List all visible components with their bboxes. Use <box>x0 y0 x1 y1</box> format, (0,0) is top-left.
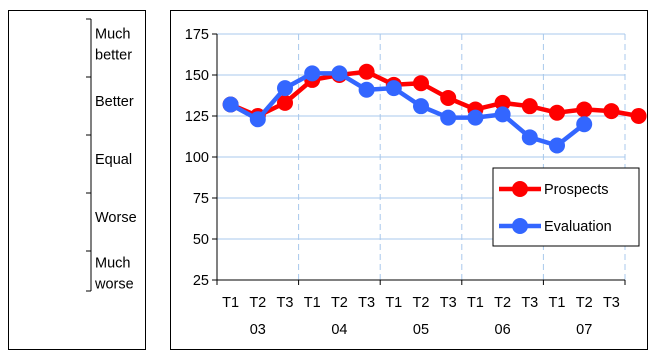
data-point-prospects <box>576 101 593 118</box>
data-point-prospects <box>358 63 375 80</box>
x-tick-label: T3 <box>440 295 457 311</box>
data-point-evaluation <box>385 80 402 97</box>
x-tick-label: T3 <box>603 295 620 311</box>
data-point-evaluation <box>358 81 375 98</box>
data-point-prospects <box>549 104 565 121</box>
series-line-prospects <box>229 69 639 119</box>
data-point-evaluation <box>549 137 565 154</box>
x-tick-label: T1 <box>385 295 402 311</box>
data-point-prospects <box>277 94 293 111</box>
scale-label: Equal <box>95 152 132 168</box>
data-point-prospects <box>630 108 647 124</box>
scale-label: Much <box>95 27 130 43</box>
y-tick-label: 50 <box>193 232 209 248</box>
legend-label: Prospects <box>544 182 608 198</box>
x-tick-label: T1 <box>304 295 321 311</box>
data-point-prospects <box>494 94 511 111</box>
year-label: 07 <box>576 322 592 338</box>
scale-label: Better <box>95 94 134 110</box>
data-point-evaluation <box>467 109 484 126</box>
line-chart: 25 50 75 100 125 150 175 T1 T2 T3 T1 T2 T3 T1 T2 T3 T1 T2… <box>185 27 647 338</box>
scale-label: Much <box>95 256 130 272</box>
x-tick-label: T3 <box>277 295 294 311</box>
data-point-evaluation <box>331 65 348 82</box>
x-tick-label: T1 <box>222 295 239 311</box>
data-point-prospects <box>521 98 538 115</box>
y-tick-label: 75 <box>193 191 209 207</box>
scale-panel: Much better Better Equal Worse Much worse <box>8 10 146 350</box>
x-tick-label: T2 <box>331 295 348 311</box>
scale-label: Worse <box>95 210 137 226</box>
y-tick-label: 25 <box>193 273 209 289</box>
x-tick-label: T1 <box>549 295 566 311</box>
data-point-evaluation <box>521 129 538 146</box>
data-point-prospects <box>440 89 457 106</box>
legend-swatch-marker <box>512 181 528 197</box>
legend-label: Evaluation <box>544 219 612 235</box>
data-point-evaluation <box>222 96 239 113</box>
x-tick-label: T1 <box>467 295 484 311</box>
year-label: 03 <box>250 322 266 338</box>
year-label: 06 <box>495 322 511 338</box>
data-point-evaluation <box>440 109 457 126</box>
data-point-evaluation <box>304 65 321 82</box>
data-point-evaluation <box>249 111 266 128</box>
legend-swatch-marker <box>512 218 528 234</box>
y-tick-label: 125 <box>185 109 209 125</box>
y-tick-label: 100 <box>185 150 209 166</box>
year-label: 05 <box>413 322 429 338</box>
data-point-prospects <box>603 103 620 120</box>
x-tick-label: T2 <box>413 295 430 311</box>
scale-label: worse <box>94 277 134 293</box>
chart-panel: 25 50 75 100 125 150 175 T1 T2 T3 T1 T2 T3 T1 T2 T3 T1 T2… <box>170 10 648 350</box>
y-tick-label: 150 <box>185 68 209 84</box>
y-tick-label: 175 <box>185 27 209 43</box>
scale-axis: Much better Better Equal Worse Much worse <box>86 18 137 293</box>
x-tick-label: T2 <box>494 295 511 311</box>
x-tick-label: T3 <box>521 295 538 311</box>
data-point-evaluation <box>413 98 429 115</box>
x-tick-label: T2 <box>249 295 266 311</box>
scale-label: better <box>95 48 132 64</box>
data-point-evaluation <box>576 116 593 133</box>
data-point-evaluation <box>494 106 511 123</box>
x-tick-label: T3 <box>358 295 375 311</box>
data-point-prospects <box>413 75 429 92</box>
x-tick-label: T2 <box>576 295 593 311</box>
year-label: 04 <box>331 322 347 338</box>
data-point-evaluation <box>277 80 293 97</box>
